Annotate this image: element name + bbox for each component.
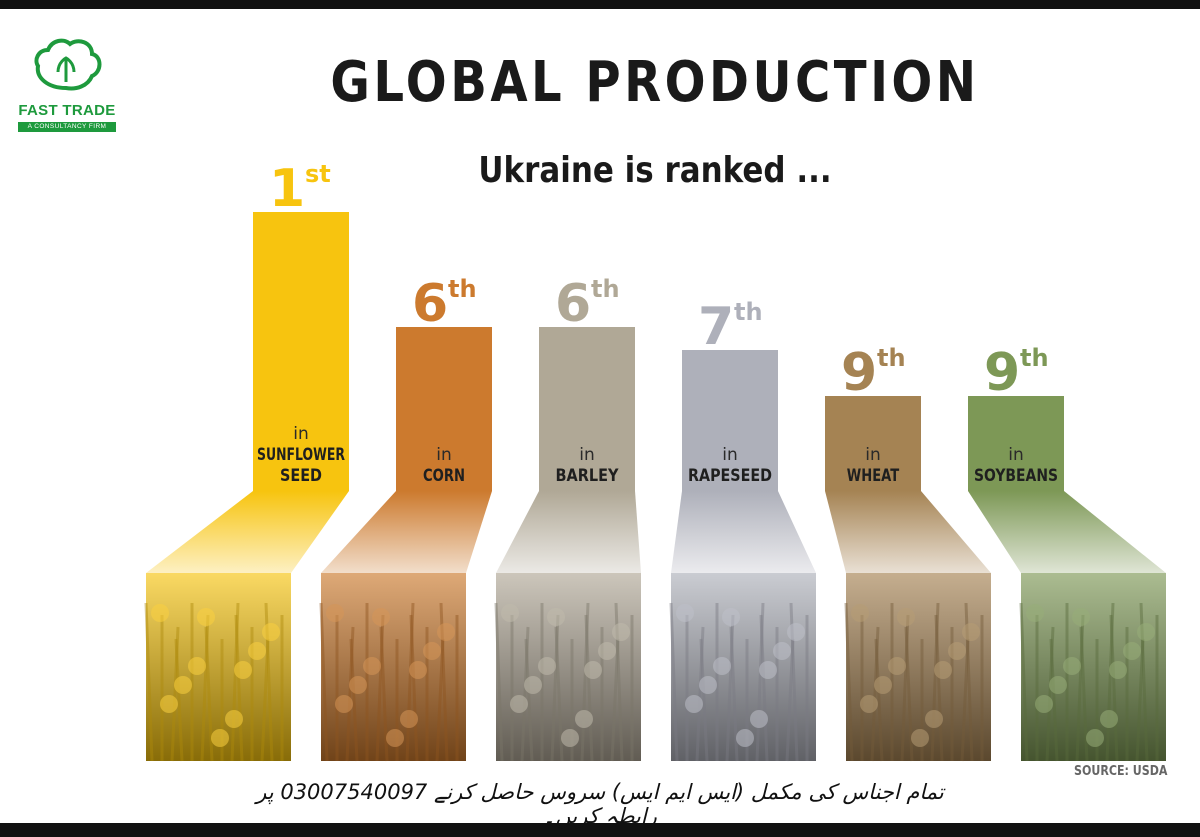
bar-fold-panel [825,491,991,573]
bar-prefix-label: in [436,445,452,465]
bar-prefix-label: in [579,445,595,465]
bar-category-label: BARLEY [556,466,620,486]
bar [682,350,778,491]
bar [825,396,921,491]
bar-category-label: SEED [280,466,322,486]
sunflower-field-photo [144,573,291,762]
soybean-pods-photo [1019,573,1166,762]
rapeseed-field-photo [669,573,816,762]
rank-label: 7 [698,297,734,357]
bar-fold-panel [321,491,492,573]
bar-prefix-label: in [293,424,309,444]
rank-suffix: th [1020,344,1049,372]
bar-category-label: RAPESEED [688,466,772,486]
top-border [0,0,1200,9]
brand-tagline: A CONSULTANCY FIRM [18,122,116,132]
wheat-ears-photo [844,573,991,762]
bar-fold-panel [146,491,349,573]
corn-cobs-photo [319,573,466,762]
page-subtitle: Ukraine is ranked ... [478,150,832,191]
bar-prefix-label: in [722,445,738,465]
rank-suffix: st [305,160,331,188]
page-title: GLOBAL PRODUCTION [330,50,980,115]
bar-category-label: SOYBEANS [974,466,1058,486]
rank-label: 9 [984,343,1020,403]
bar-prefix-label: in [1008,445,1024,465]
rank-suffix: th [734,298,763,326]
bar-fold-panel [496,491,641,573]
source-note: SOURCE: USDA [1074,764,1168,779]
bar-category-label: SUNFLOWER [257,445,345,465]
bar-fold-panel [968,491,1166,573]
bar [253,212,349,491]
rank-label: 6 [555,274,591,334]
bar-category-label: WHEAT [847,466,900,486]
bar [539,327,635,491]
fast-trade-logo: FAST TRADE A CONSULTANCY FIRM [16,36,118,134]
cotton-boll-icon [34,38,102,91]
bottom-border [0,823,1200,837]
bar-prefix-label: in [865,445,881,465]
rank-label: 6 [412,274,448,334]
footer-contact-text: تمام اجناس کی مکمل (ایس ایم ایس) سروس حا… [256,780,944,828]
brand-name: FAST TRADE [18,102,116,119]
bar [396,327,492,491]
bar [968,396,1064,491]
rank-label: 1 [269,159,305,219]
rank-suffix: th [448,275,477,303]
barley-field-photo [494,573,641,762]
rank-label: 9 [841,343,877,403]
rank-suffix: th [877,344,906,372]
rank-suffix: th [591,275,620,303]
bar-fold-panel [671,491,816,573]
bar-category-label: CORN [423,466,465,486]
